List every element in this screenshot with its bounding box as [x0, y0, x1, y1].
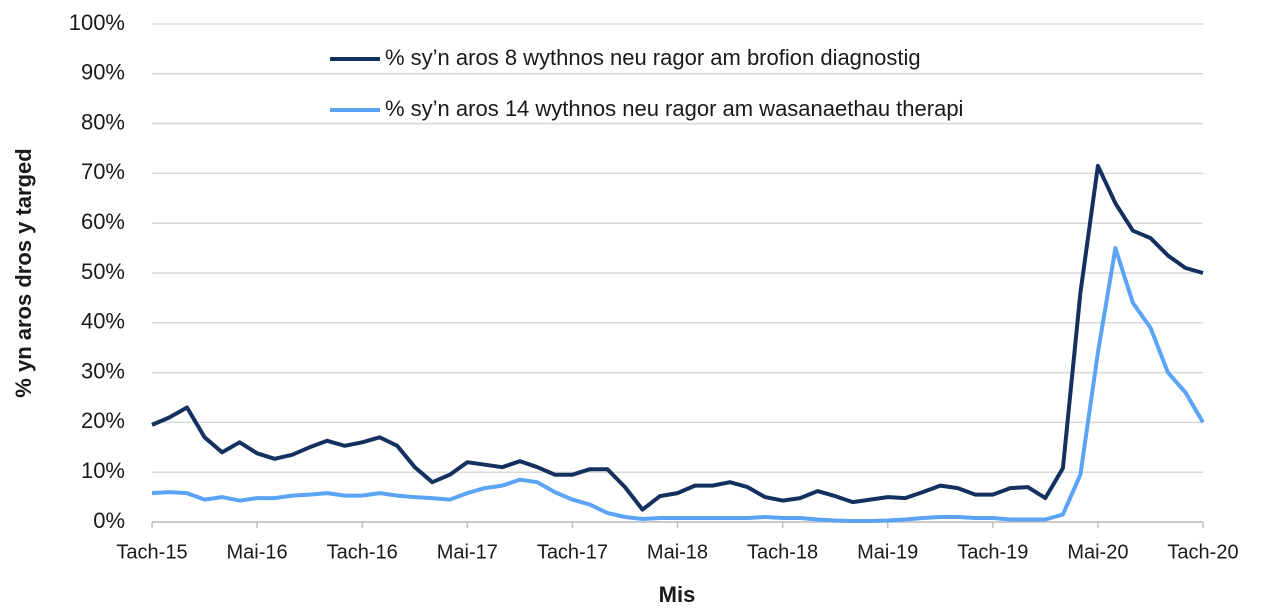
- x-tick-label: Mai-16: [227, 541, 288, 563]
- x-tick-label: Mai-18: [647, 541, 708, 563]
- x-axis-title: Mis: [659, 582, 696, 607]
- x-tick-label: Tach-16: [327, 541, 398, 563]
- y-tick-label: 40%: [81, 309, 125, 334]
- y-tick-label: 30%: [81, 358, 125, 383]
- y-tick-label: 70%: [81, 159, 125, 184]
- y-tick-label: 90%: [81, 60, 125, 85]
- y-tick-label: 100%: [69, 10, 125, 35]
- y-tick-label: 60%: [81, 209, 125, 234]
- legend-label: % sy’n aros 14 wythnos neu ragor am wasa…: [385, 96, 963, 121]
- x-tick-label: Tach-18: [747, 541, 818, 563]
- x-tick-label: Tach-20: [1167, 541, 1238, 563]
- series-line: [151, 246, 1205, 523]
- x-tick-label: Mai-20: [1067, 541, 1128, 563]
- x-tick-label: Tach-15: [116, 541, 187, 563]
- y-tick-label: 10%: [81, 458, 125, 483]
- x-tick-label: Tach-19: [957, 541, 1028, 563]
- y-tick-label: 80%: [81, 109, 125, 134]
- y-tick-label: 0%: [93, 508, 125, 533]
- legend-label: % sy’n aros 8 wythnos neu ragor am brofi…: [385, 45, 921, 70]
- y-axis-title: % yn aros dros y targed: [11, 148, 36, 397]
- series-line: [151, 163, 1204, 512]
- x-tick-label: Mai-17: [437, 541, 498, 563]
- x-tick-label: Mai-19: [857, 541, 918, 563]
- y-tick-label: 50%: [81, 259, 125, 284]
- x-tick-label: Tach-17: [537, 541, 608, 563]
- y-tick-label: 20%: [81, 408, 125, 433]
